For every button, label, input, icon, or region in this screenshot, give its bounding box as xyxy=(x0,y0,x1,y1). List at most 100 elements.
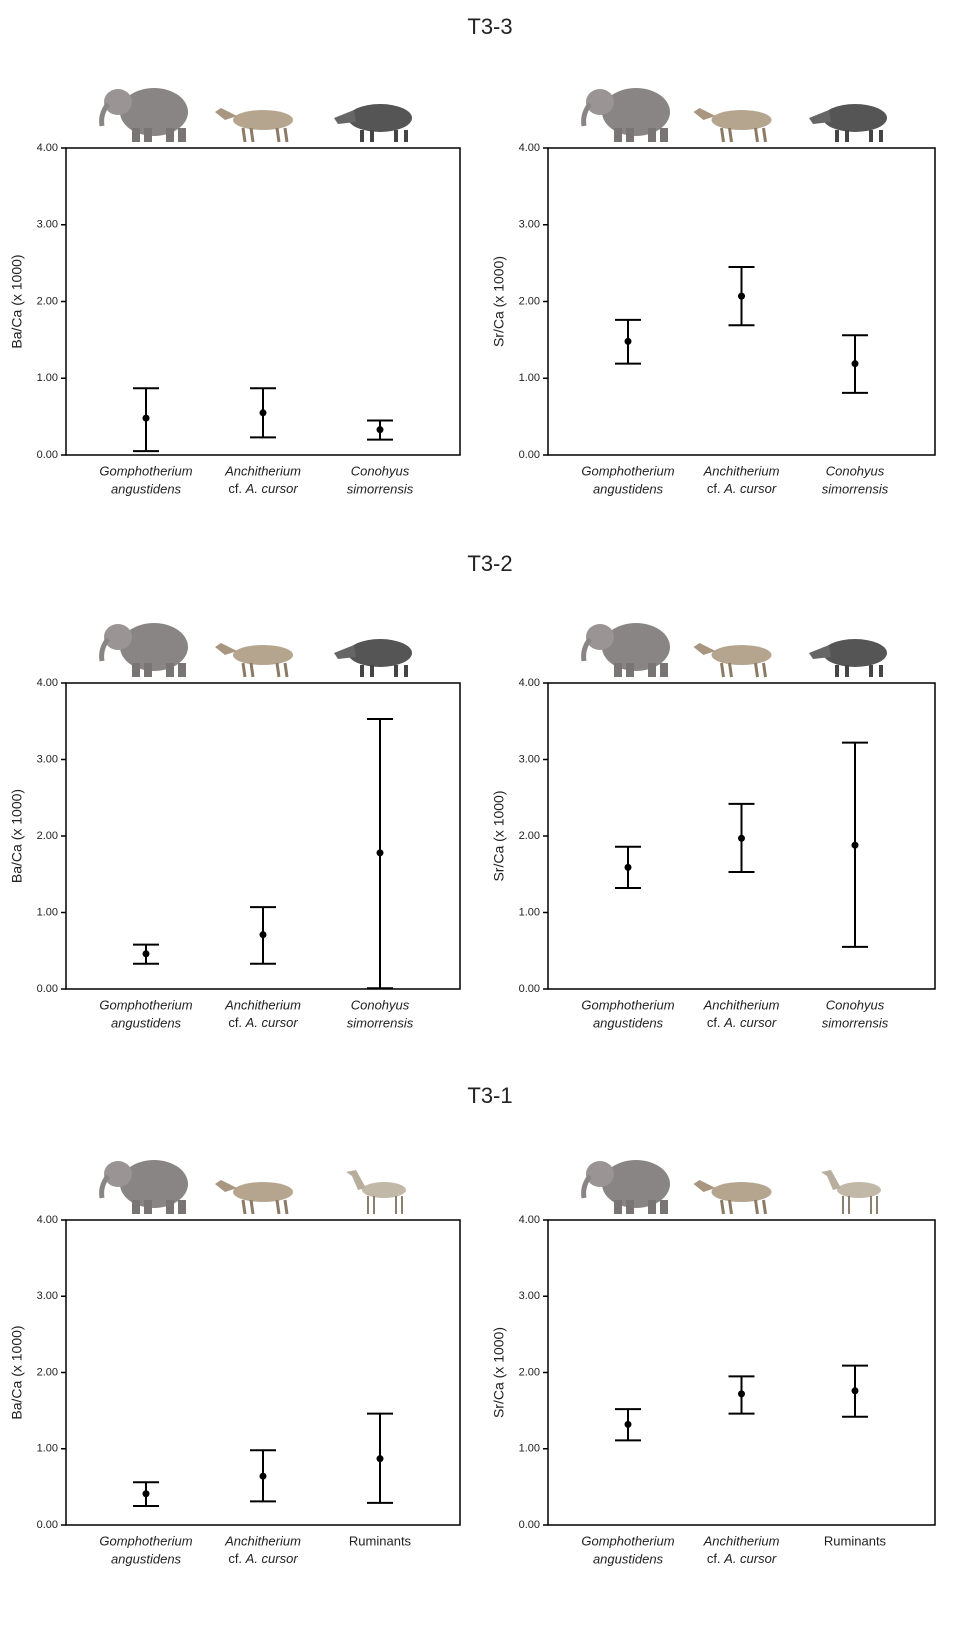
animal-illustration xyxy=(809,639,887,677)
animal-leg xyxy=(756,128,758,142)
x-tick-label: Conohyus xyxy=(826,997,885,1012)
animal-illustration xyxy=(694,108,772,142)
mean-point xyxy=(625,864,632,871)
y-axis-label: Sr/Ca (x 1000) xyxy=(491,256,507,347)
mean-point xyxy=(260,931,267,938)
animal-leg xyxy=(277,663,279,677)
animal-body xyxy=(712,1182,772,1202)
animal-illustration xyxy=(215,108,293,142)
y-tick-label: 0.00 xyxy=(37,1519,58,1531)
animal-leg xyxy=(764,1200,766,1214)
animal-leg xyxy=(756,663,758,677)
animal-leg xyxy=(243,128,245,142)
animal-leg xyxy=(251,663,253,677)
animal-body xyxy=(233,645,293,665)
animal-leg xyxy=(132,1200,140,1214)
animal-body xyxy=(712,645,772,665)
y-tick-label: 3.00 xyxy=(519,219,540,231)
x-tick-label: cf. A. cursor xyxy=(228,1015,298,1030)
y-tick-label: 0.00 xyxy=(519,983,540,995)
animal-leg xyxy=(285,663,287,677)
x-tick-label: Anchitherium xyxy=(224,997,301,1012)
animal-illustration xyxy=(694,1180,772,1214)
animal-leg xyxy=(144,663,152,677)
animal-leg xyxy=(178,1200,186,1214)
animal-illustration xyxy=(584,88,670,142)
animal-illustration xyxy=(334,639,412,677)
animal-illustration xyxy=(809,104,887,142)
animal-illustration xyxy=(694,643,772,677)
animal-body xyxy=(120,1160,188,1208)
x-tick-label: Conohyus xyxy=(351,997,410,1012)
animal-illustration xyxy=(102,1160,188,1214)
animal-trunk xyxy=(102,104,108,126)
animal-body xyxy=(823,639,887,667)
animal-leg xyxy=(626,663,634,677)
animal-leg xyxy=(614,128,622,142)
animal-head xyxy=(104,1161,132,1187)
x-tick-label: angustidens xyxy=(593,1551,664,1566)
y-axis-label: Ba/Ca (x 1000) xyxy=(9,1325,25,1419)
animal-leg xyxy=(243,1200,245,1214)
x-tick-label: Anchitherium xyxy=(703,463,780,478)
x-tick-label: simorrensis xyxy=(347,1015,414,1030)
mean-point xyxy=(738,1390,745,1397)
y-axis-label: Ba/Ca (x 1000) xyxy=(9,254,25,348)
animal-body xyxy=(348,104,412,132)
y-tick-label: 2.00 xyxy=(37,830,58,842)
animal-leg xyxy=(243,663,245,677)
animal-body xyxy=(602,88,670,136)
y-axis-label: Sr/Ca (x 1000) xyxy=(491,1327,507,1418)
x-tick-label: Gomphotherium xyxy=(581,997,674,1012)
y-tick-label: 4.00 xyxy=(37,142,58,154)
animal-trunk xyxy=(584,104,590,126)
y-tick-label: 3.00 xyxy=(37,219,58,231)
x-tick-label: cf. A. cursor xyxy=(228,1551,298,1566)
animal-leg xyxy=(614,1200,622,1214)
section-title: T3-1 xyxy=(467,1083,512,1108)
y-axis-label: Sr/Ca (x 1000) xyxy=(491,790,507,881)
x-tick-label: Gomphotherium xyxy=(581,463,674,478)
animal-leg xyxy=(251,1200,253,1214)
mean-point xyxy=(143,1490,150,1497)
y-tick-label: 2.00 xyxy=(37,1366,58,1378)
y-tick-label: 2.00 xyxy=(519,830,540,842)
x-tick-label: angustidens xyxy=(593,1015,664,1030)
animal-neck xyxy=(346,1170,366,1190)
animal-leg xyxy=(756,1200,758,1214)
x-tick-label: cf. A. cursor xyxy=(707,1015,777,1030)
y-tick-label: 3.00 xyxy=(519,753,540,765)
section-title: T3-2 xyxy=(467,551,512,576)
mean-point xyxy=(260,409,267,416)
animal-head xyxy=(104,89,132,115)
x-tick-label: Ruminants xyxy=(349,1533,412,1548)
figure: T3-3T3-2T3-10.001.002.003.004.00Ba/Ca (x… xyxy=(0,0,980,1648)
animal-head xyxy=(586,1161,614,1187)
animal-leg xyxy=(144,128,152,142)
y-tick-label: 2.00 xyxy=(37,295,58,307)
x-tick-label: Anchitherium xyxy=(703,1533,780,1548)
y-tick-label: 4.00 xyxy=(37,1214,58,1226)
animal-neck xyxy=(821,1170,841,1190)
mean-point xyxy=(377,426,384,433)
y-tick-label: 4.00 xyxy=(519,142,540,154)
x-tick-label: angustidens xyxy=(111,1551,182,1566)
animal-head xyxy=(334,110,356,124)
x-tick-label: simorrensis xyxy=(347,481,414,496)
x-tick-label: simorrensis xyxy=(822,481,889,496)
animal-leg xyxy=(277,128,279,142)
mean-point xyxy=(852,842,859,849)
y-tick-label: 1.00 xyxy=(37,372,58,384)
x-tick-label: Anchitherium xyxy=(224,463,301,478)
animal-leg xyxy=(764,128,766,142)
x-tick-label: simorrensis xyxy=(822,1015,889,1030)
y-tick-label: 1.00 xyxy=(37,906,58,918)
animal-head xyxy=(809,110,831,124)
animal-leg xyxy=(660,1200,668,1214)
mean-point xyxy=(852,1387,859,1394)
animal-leg xyxy=(626,1200,634,1214)
animal-leg xyxy=(648,128,656,142)
mean-point xyxy=(143,415,150,422)
y-tick-label: 4.00 xyxy=(37,677,58,689)
animal-trunk xyxy=(584,639,590,661)
